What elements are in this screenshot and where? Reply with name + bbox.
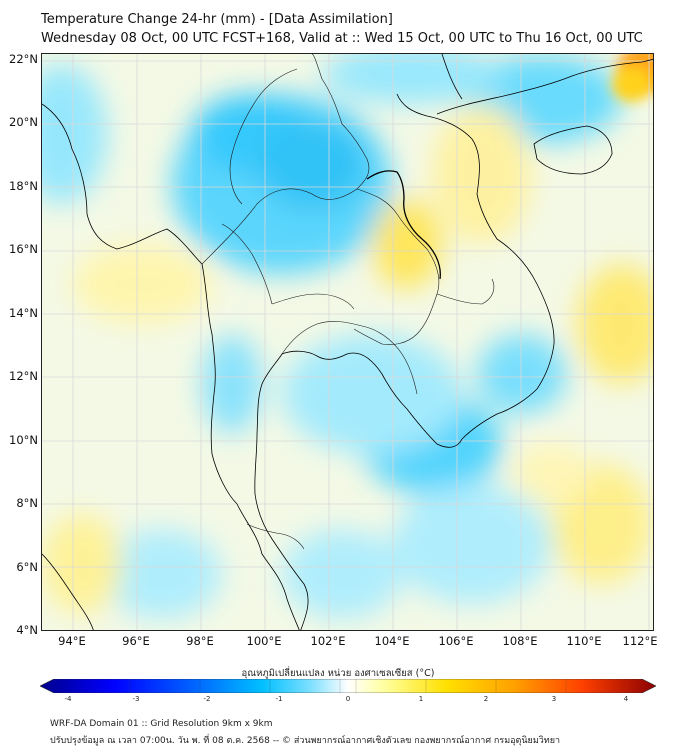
- colorbar-tick: 3: [551, 695, 557, 703]
- colorbar-tick: -2: [203, 695, 211, 703]
- cool-anomaly-south: [102, 529, 222, 619]
- colorbar-tick: -1: [275, 695, 283, 703]
- cool-anomaly-andaman: [202, 334, 262, 434]
- lon-label: 102°E: [310, 634, 346, 648]
- warm-anomaly-southwest: [42, 514, 122, 614]
- highlighted-border: [366, 170, 441, 280]
- lon-label: 112°E: [622, 634, 658, 648]
- lat-label: 22°N: [9, 52, 38, 66]
- lat-label: 20°N: [9, 115, 38, 129]
- footer-update-info: ปรับปรุงข้อมูล ณ เวลา 07:00น. วัน พ. ที่…: [50, 736, 561, 746]
- lat-label: 18°N: [9, 179, 38, 193]
- lat-label: 12°N: [9, 369, 38, 383]
- coastlines: [42, 54, 653, 630]
- cool-anomaly-gulf: [282, 334, 462, 454]
- lat-label: 4°N: [16, 623, 38, 637]
- lon-label: 100°E: [246, 634, 282, 648]
- cool-anomaly-core-2: [257, 119, 367, 209]
- lon-label: 108°E: [502, 634, 538, 648]
- colorbar-tick: 0: [345, 695, 351, 703]
- chart-subtitle: Wednesday 08 Oct, 00 UTC FCST+168, Valid…: [41, 31, 643, 46]
- colorbar-tick: 4: [623, 695, 629, 703]
- chart-title: Temperature Change 24-hr (mm) - [Data As…: [41, 12, 393, 27]
- colorbar-title: อุณหภูมิเปลี่ยนแปลง หน่วย องศาเซลเซียส (…: [241, 668, 435, 679]
- lat-label: 6°N: [16, 560, 38, 574]
- warm-anomaly-east: [577, 264, 653, 384]
- colorbar-tick: 2: [483, 695, 489, 703]
- colorbar-tick: -4: [64, 695, 72, 703]
- temperature-map: [42, 54, 653, 630]
- warm-anomaly-laos: [372, 199, 442, 289]
- map-panel[interactable]: [41, 53, 654, 631]
- warm-anomaly-andaman: [72, 244, 212, 324]
- graticule: [42, 54, 653, 630]
- lat-label: 10°N: [9, 433, 38, 447]
- cool-anomaly-south-2: [282, 529, 402, 619]
- lat-label: 8°N: [16, 496, 38, 510]
- colorbar-tick: -3: [132, 695, 140, 703]
- country-borders: [201, 54, 495, 550]
- lon-label: 110°E: [566, 634, 602, 648]
- lon-label: 104°E: [374, 634, 410, 648]
- lon-label: 106°E: [438, 634, 474, 648]
- lon-label: 96°E: [122, 634, 150, 648]
- lat-label: 16°N: [9, 242, 38, 256]
- footer-model-info: WRF-DA Domain 01 :: Grid Resolution 9km …: [50, 719, 273, 729]
- colorbar-tick: 1: [418, 695, 424, 703]
- warm-anomaly-gulf-tonkin: [432, 104, 532, 244]
- lon-label: 98°E: [186, 634, 214, 648]
- cool-anomaly-west: [42, 64, 107, 204]
- cool-anomaly-south-3: [392, 484, 552, 604]
- cool-anomaly-sea: [477, 334, 567, 414]
- lon-label: 94°E: [58, 634, 86, 648]
- warm-anomaly-sea: [512, 444, 592, 504]
- colorbar: [40, 679, 656, 693]
- colorbar-bar: [40, 679, 656, 693]
- lat-label: 14°N: [9, 306, 38, 320]
